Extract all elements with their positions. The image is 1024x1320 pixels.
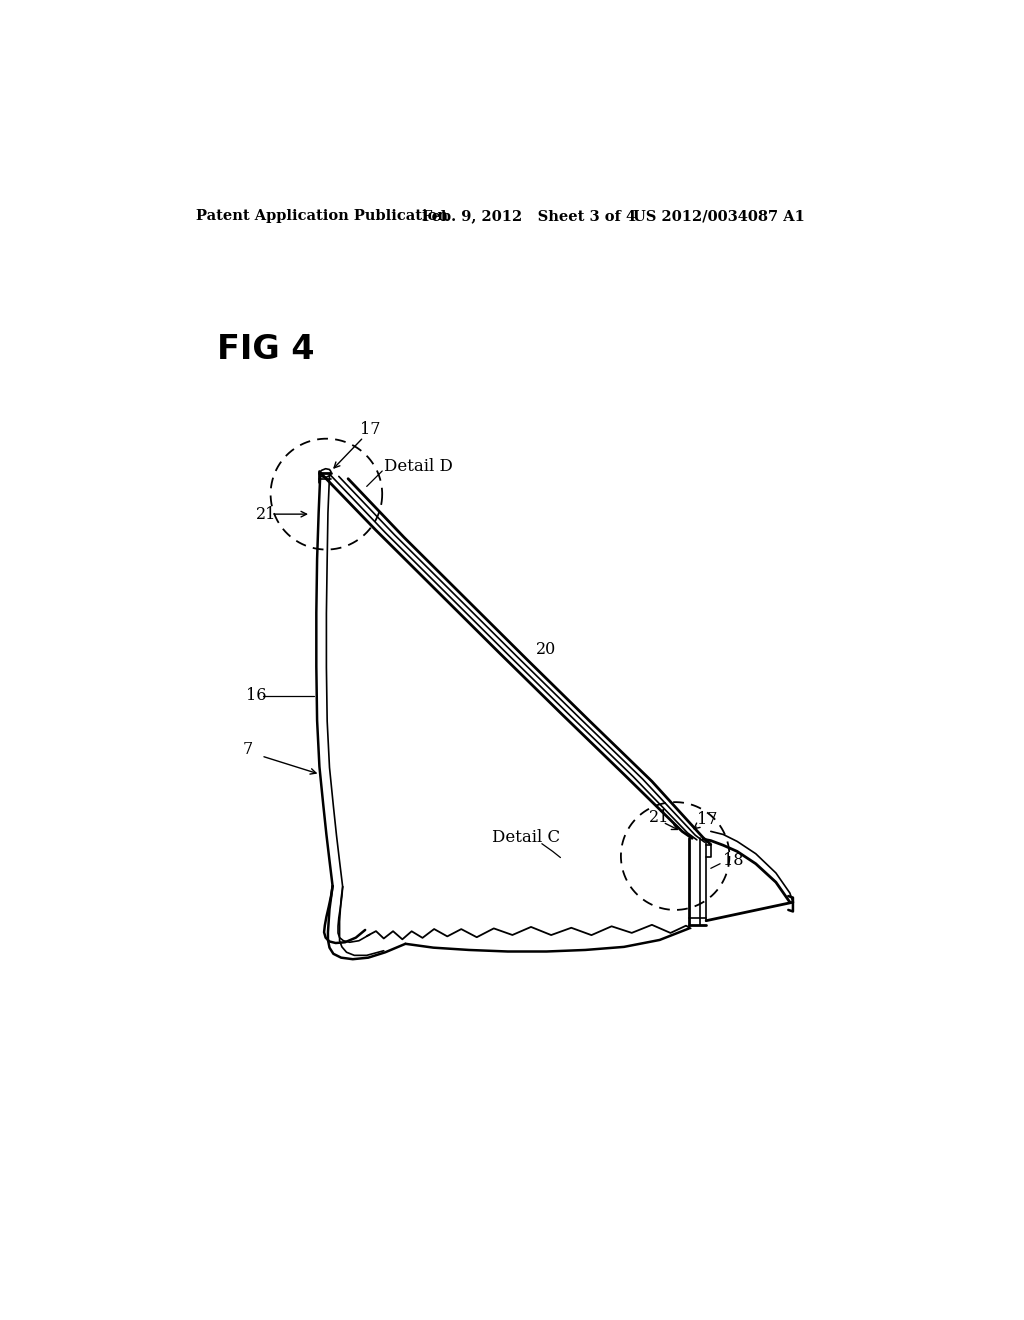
Text: 16: 16: [246, 688, 266, 705]
Text: Patent Application Publication: Patent Application Publication: [197, 209, 449, 223]
Text: 7: 7: [243, 742, 253, 758]
Text: 18: 18: [723, 853, 743, 869]
Text: 21: 21: [649, 809, 669, 826]
Text: Detail D: Detail D: [384, 458, 453, 475]
Text: 20: 20: [537, 642, 557, 659]
Text: Feb. 9, 2012   Sheet 3 of 4: Feb. 9, 2012 Sheet 3 of 4: [423, 209, 637, 223]
Text: Detail C: Detail C: [493, 829, 560, 846]
Text: US 2012/0034087 A1: US 2012/0034087 A1: [633, 209, 805, 223]
Text: 17: 17: [697, 810, 718, 828]
Text: FIG 4: FIG 4: [217, 333, 314, 366]
Text: 17: 17: [360, 421, 381, 438]
Text: 21: 21: [256, 506, 276, 523]
